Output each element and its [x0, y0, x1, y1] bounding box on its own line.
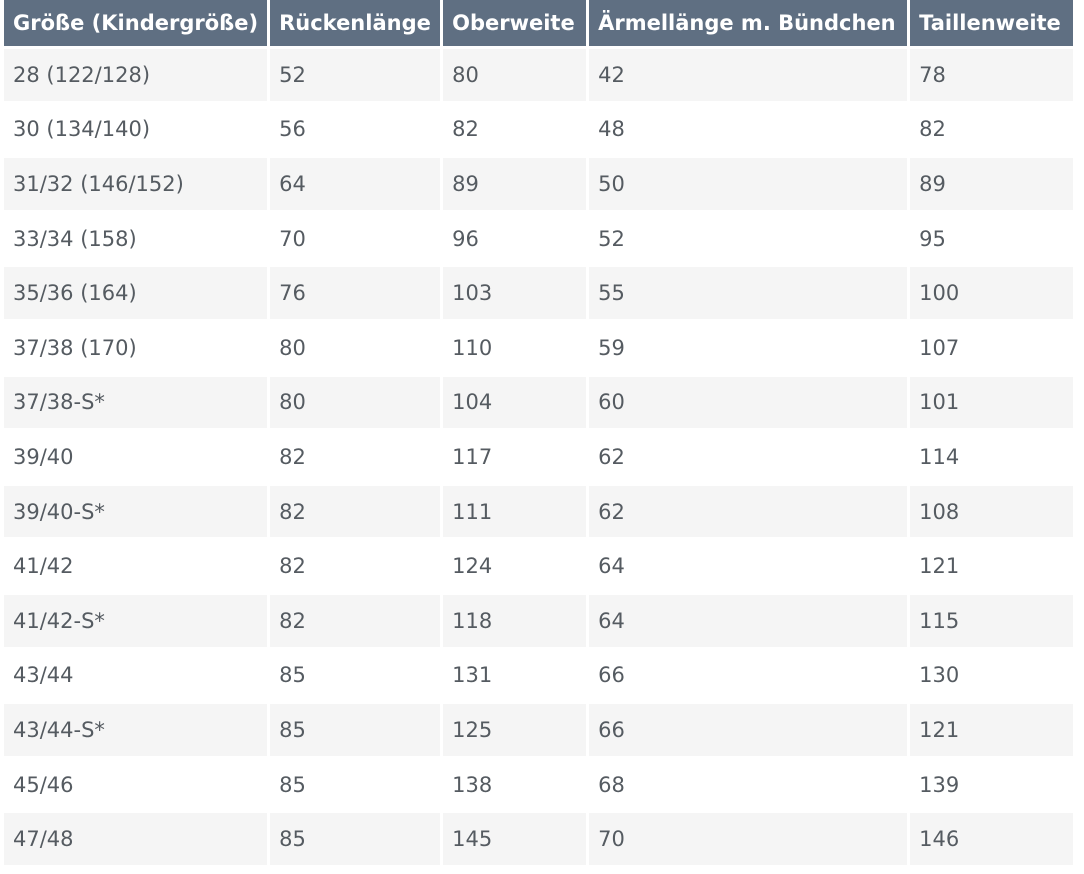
cell-chest: 80	[443, 46, 587, 101]
cell-sleeve-length: 64	[589, 591, 908, 647]
table-row: 41/42-S* 82 118 64 115	[4, 591, 1074, 647]
header-sleeve-length: Ärmellänge m. Bündchen	[589, 0, 908, 46]
cell-back-length: 85	[270, 646, 441, 702]
table-header: Größe (Kindergröße) Rückenlänge Oberweit…	[4, 0, 1074, 46]
header-size: Größe (Kindergröße)	[4, 0, 268, 46]
cell-back-length: 82	[270, 428, 441, 483]
cell-chest: 117	[443, 428, 587, 483]
cell-size: 39/40-S*	[4, 482, 268, 538]
cell-size: 39/40	[4, 428, 268, 483]
cell-size: 37/38 (170)	[4, 318, 268, 374]
cell-back-length: 80	[270, 318, 441, 374]
table-row: 47/48 85 145 70 146	[4, 810, 1074, 865]
cell-sleeve-length: 66	[589, 646, 908, 702]
cell-chest: 131	[443, 646, 587, 702]
cell-back-length: 52	[270, 46, 441, 101]
cell-waist: 121	[910, 537, 1074, 592]
table-row: 35/36 (164) 76 103 55 100	[4, 264, 1074, 319]
cell-size: 28 (122/128)	[4, 46, 268, 101]
cell-back-length: 82	[270, 591, 441, 647]
cell-back-length: 82	[270, 482, 441, 538]
cell-chest: 124	[443, 537, 587, 592]
cell-back-length: 80	[270, 373, 441, 429]
cell-back-length: 56	[270, 100, 441, 156]
cell-sleeve-length: 59	[589, 318, 908, 374]
header-row: Größe (Kindergröße) Rückenlänge Oberweit…	[4, 0, 1074, 46]
table-row: 39/40-S* 82 111 62 108	[4, 482, 1074, 538]
cell-waist: 107	[910, 318, 1074, 374]
cell-sleeve-length: 48	[589, 100, 908, 156]
cell-waist: 146	[910, 810, 1074, 865]
cell-chest: 89	[443, 155, 587, 210]
cell-size: 30 (134/140)	[4, 100, 268, 156]
cell-back-length: 70	[270, 209, 441, 265]
cell-chest: 82	[443, 100, 587, 156]
cell-back-length: 85	[270, 701, 441, 756]
table-row: 31/32 (146/152) 64 89 50 89	[4, 155, 1074, 210]
cell-chest: 145	[443, 810, 587, 865]
table-row: 33/34 (158) 70 96 52 95	[4, 209, 1074, 265]
cell-size: 47/48	[4, 810, 268, 865]
header-waist: Taillenweite	[910, 0, 1074, 46]
cell-sleeve-length: 52	[589, 209, 908, 265]
cell-waist: 95	[910, 209, 1074, 265]
cell-waist: 108	[910, 482, 1074, 538]
cell-back-length: 64	[270, 155, 441, 210]
cell-waist: 121	[910, 701, 1074, 756]
cell-waist: 78	[910, 46, 1074, 101]
cell-sleeve-length: 62	[589, 428, 908, 483]
cell-waist: 101	[910, 373, 1074, 429]
table-row: 39/40 82 117 62 114	[4, 428, 1074, 483]
cell-waist: 115	[910, 591, 1074, 647]
cell-chest: 118	[443, 591, 587, 647]
cell-size: 43/44	[4, 646, 268, 702]
cell-sleeve-length: 55	[589, 264, 908, 319]
cell-chest: 110	[443, 318, 587, 374]
cell-sleeve-length: 62	[589, 482, 908, 538]
cell-sleeve-length: 66	[589, 701, 908, 756]
cell-waist: 114	[910, 428, 1074, 483]
cell-size: 43/44-S*	[4, 701, 268, 756]
table-row: 37/38-S* 80 104 60 101	[4, 373, 1074, 429]
cell-waist: 130	[910, 646, 1074, 702]
cell-sleeve-length: 60	[589, 373, 908, 429]
header-back-length: Rückenlänge	[270, 0, 441, 46]
cell-chest: 103	[443, 264, 587, 319]
cell-size: 45/46	[4, 755, 268, 811]
table-row: 28 (122/128) 52 80 42 78	[4, 46, 1074, 101]
cell-chest: 138	[443, 755, 587, 811]
cell-size: 41/42-S*	[4, 591, 268, 647]
header-chest: Oberweite	[443, 0, 587, 46]
cell-chest: 125	[443, 701, 587, 756]
cell-size: 37/38-S*	[4, 373, 268, 429]
cell-sleeve-length: 42	[589, 46, 908, 101]
cell-size: 35/36 (164)	[4, 264, 268, 319]
cell-sleeve-length: 50	[589, 155, 908, 210]
cell-back-length: 85	[270, 755, 441, 811]
cell-waist: 82	[910, 100, 1074, 156]
cell-size: 31/32 (146/152)	[4, 155, 268, 210]
cell-back-length: 76	[270, 264, 441, 319]
cell-size: 41/42	[4, 537, 268, 592]
cell-waist: 89	[910, 155, 1074, 210]
table-row: 41/42 82 124 64 121	[4, 537, 1074, 592]
cell-size: 33/34 (158)	[4, 209, 268, 265]
cell-sleeve-length: 68	[589, 755, 908, 811]
cell-sleeve-length: 70	[589, 810, 908, 865]
cell-chest: 96	[443, 209, 587, 265]
table-row: 30 (134/140) 56 82 48 82	[4, 100, 1074, 156]
table-row: 37/38 (170) 80 110 59 107	[4, 318, 1074, 374]
cell-chest: 104	[443, 373, 587, 429]
cell-sleeve-length: 64	[589, 537, 908, 592]
cell-chest: 111	[443, 482, 587, 538]
table-row: 43/44 85 131 66 130	[4, 646, 1074, 702]
cell-waist: 100	[910, 264, 1074, 319]
cell-waist: 139	[910, 755, 1074, 811]
cell-back-length: 82	[270, 537, 441, 592]
cell-back-length: 85	[270, 810, 441, 865]
table-row: 45/46 85 138 68 139	[4, 755, 1074, 811]
table-body: 28 (122/128) 52 80 42 78 30 (134/140) 56 82 48 82…	[4, 46, 1074, 865]
table-row: 43/44-S* 85 125 66 121	[4, 701, 1074, 756]
